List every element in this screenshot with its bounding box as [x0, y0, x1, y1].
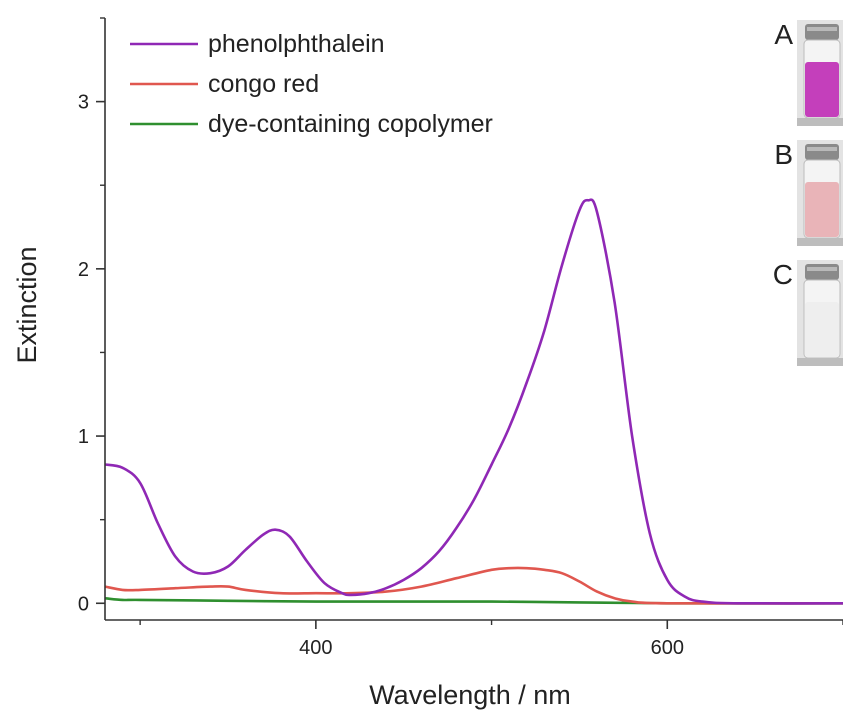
legend-label-congo-red: congo red: [208, 70, 319, 98]
vial-liquid: [805, 62, 839, 117]
series-line-phenolphthalein: [104, 198, 843, 605]
legend-label-dye-containing-copolymer: dye-containing copolymer: [208, 110, 493, 138]
vial-liquid: [805, 302, 839, 357]
vial-label-a: A: [774, 19, 793, 50]
vial-liquid: [805, 182, 839, 237]
x-tick-label: 400: [299, 637, 332, 659]
vial-base-shadow: [797, 238, 843, 246]
legend-label-phenolphthalein: phenolphthalein: [208, 30, 385, 58]
vial-photo-a: A: [774, 19, 843, 126]
vial-cap-highlight: [807, 147, 837, 151]
y-tick-label: 0: [78, 593, 89, 615]
vial-cap: [805, 144, 839, 160]
vial-cap-highlight: [807, 27, 837, 31]
plot-series-layer: [104, 198, 843, 605]
chart-axes: 400 600 0 1 2 3: [78, 17, 843, 659]
vial-insets: A B C: [773, 19, 843, 366]
vial-base-shadow: [797, 358, 843, 366]
vial-cap: [805, 24, 839, 40]
series-line-congo-red: [104, 566, 843, 605]
vial-cap: [805, 264, 839, 280]
vial-base-shadow: [797, 118, 843, 126]
x-axis-title: Wavelength / nm: [369, 680, 571, 710]
x-tick-label: 600: [651, 637, 684, 659]
chart-legend: phenolphthalein congo red dye-containing c…: [130, 30, 493, 138]
vial-photo-c: C: [773, 259, 843, 366]
vial-label-b: B: [774, 139, 793, 170]
vial-photo-b: B: [774, 139, 843, 246]
vial-cap-highlight: [807, 267, 837, 271]
y-axis-title: Extinction: [12, 246, 42, 363]
y-tick-label: 2: [78, 259, 89, 281]
vial-label-c: C: [773, 259, 793, 290]
y-tick-label: 3: [78, 92, 89, 114]
y-tick-label: 1: [78, 426, 89, 448]
